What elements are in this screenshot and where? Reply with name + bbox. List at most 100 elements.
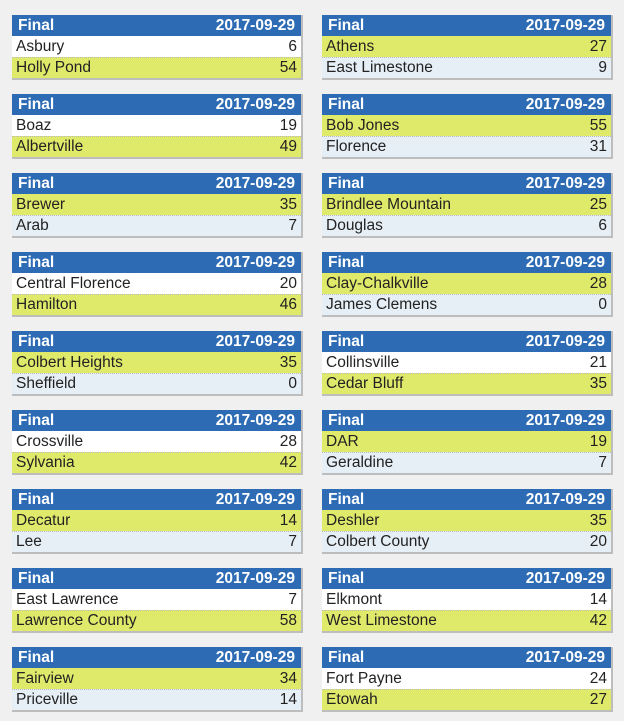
team-score: 19	[589, 432, 607, 450]
team-score: 28	[589, 274, 607, 292]
game-status: Final	[328, 332, 365, 350]
team-name: Sheffield	[16, 375, 77, 392]
game-status: Final	[328, 95, 365, 113]
game-status: Final	[18, 16, 55, 34]
team-score: 58	[279, 612, 297, 629]
team-score: 7	[288, 590, 297, 608]
game-date: 2017-09-29	[525, 648, 605, 666]
team-row: Fairview 34	[12, 668, 301, 689]
team-name: Lawrence County	[16, 612, 137, 629]
game-card[interactable]: Final 2017-09-29 Crossville 28 Sylvania 42	[12, 410, 303, 475]
game-card[interactable]: Final 2017-09-29 Fairview 34 Priceville 14	[12, 647, 303, 712]
game-card-header: Final 2017-09-29	[12, 173, 301, 194]
game-date: 2017-09-29	[525, 332, 605, 350]
team-row: Sheffield 0	[12, 373, 301, 394]
team-score: 27	[589, 691, 607, 708]
team-name: Fairview	[16, 669, 74, 687]
game-card[interactable]: Final 2017-09-29 Deshler 35 Colbert County 20	[322, 489, 613, 554]
team-row: Decatur 14	[12, 510, 301, 531]
game-card-header: Final 2017-09-29	[322, 331, 611, 352]
team-score: 35	[279, 195, 297, 213]
team-name: Decatur	[16, 511, 71, 529]
team-name: Etowah	[326, 691, 378, 708]
team-name: Cedar Bluff	[326, 375, 404, 392]
team-row: James Clemens 0	[322, 294, 611, 315]
team-score: 31	[589, 138, 607, 155]
game-status: Final	[18, 648, 55, 666]
team-row: Clay-Chalkville 28	[322, 273, 611, 294]
game-card-header: Final 2017-09-29	[12, 331, 301, 352]
game-date: 2017-09-29	[215, 411, 295, 429]
game-card[interactable]: Final 2017-09-29 Clay-Chalkville 28 James Cl…	[322, 252, 613, 317]
team-name: Lee	[16, 533, 42, 550]
team-name: Deshler	[326, 511, 380, 529]
team-score: 28	[279, 432, 297, 450]
team-row: Athens 27	[322, 36, 611, 57]
team-row: Fort Payne 24	[322, 668, 611, 689]
game-card[interactable]: Final 2017-09-29 Athens 27 East Limestone 9	[322, 15, 613, 80]
game-card[interactable]: Final 2017-09-29 Elkmont 14 West Limestone 42	[322, 568, 613, 633]
game-card[interactable]: Final 2017-09-29 Brewer 35 Arab 7	[12, 173, 303, 238]
team-name: Collinsville	[326, 353, 400, 371]
team-score: 7	[288, 533, 297, 550]
team-name: Hamilton	[16, 296, 78, 313]
team-name: Brindlee Mountain	[326, 195, 451, 213]
team-name: Priceville	[16, 691, 79, 708]
game-card-header: Final 2017-09-29	[322, 94, 611, 115]
game-card[interactable]: Final 2017-09-29 Decatur 14 Lee 7	[12, 489, 303, 554]
team-name: East Limestone	[326, 59, 433, 76]
game-date: 2017-09-29	[525, 490, 605, 508]
game-status: Final	[18, 569, 55, 587]
game-card-header: Final 2017-09-29	[12, 252, 301, 273]
game-card[interactable]: Final 2017-09-29 Brindlee Mountain 25 Dougla…	[322, 173, 613, 238]
team-score: 27	[589, 37, 607, 55]
team-row: Douglas 6	[322, 215, 611, 236]
team-row: Bob Jones 55	[322, 115, 611, 136]
game-card[interactable]: Final 2017-09-29 Colbert Heights 35 Sheffiel…	[12, 331, 303, 396]
team-score: 49	[279, 138, 297, 155]
team-row: DAR 19	[322, 431, 611, 452]
game-card[interactable]: Final 2017-09-29 Collinsville 21 Cedar Bluff…	[322, 331, 613, 396]
team-name: Athens	[326, 37, 375, 55]
team-row: Asbury 6	[12, 36, 301, 57]
game-card[interactable]: Final 2017-09-29 DAR 19 Geraldine 7	[322, 410, 613, 475]
game-date: 2017-09-29	[525, 174, 605, 192]
team-row: Collinsville 21	[322, 352, 611, 373]
team-row: Deshler 35	[322, 510, 611, 531]
team-name: DAR	[326, 432, 359, 450]
team-row: Elkmont 14	[322, 589, 611, 610]
team-name: Asbury	[16, 37, 65, 55]
game-date: 2017-09-29	[215, 16, 295, 34]
team-row: East Lawrence 7	[12, 589, 301, 610]
team-name: Boaz	[16, 116, 52, 134]
team-row: Boaz 19	[12, 115, 301, 136]
team-score: 14	[589, 590, 607, 608]
team-row: Brindlee Mountain 25	[322, 194, 611, 215]
game-status: Final	[18, 174, 55, 192]
team-score: 35	[589, 375, 607, 392]
team-score: 54	[279, 59, 297, 76]
team-row: Sylvania 42	[12, 452, 301, 473]
game-status: Final	[18, 411, 55, 429]
game-card-header: Final 2017-09-29	[322, 252, 611, 273]
team-score: 6	[598, 217, 607, 234]
game-card[interactable]: Final 2017-09-29 East Lawrence 7 Lawrence Co…	[12, 568, 303, 633]
team-row: Arab 7	[12, 215, 301, 236]
team-row: Colbert Heights 35	[12, 352, 301, 373]
game-card[interactable]: Final 2017-09-29 Asbury 6 Holly Pond 54	[12, 15, 303, 80]
game-date: 2017-09-29	[215, 490, 295, 508]
game-card[interactable]: Final 2017-09-29 Fort Payne 24 Etowah 27	[322, 647, 613, 712]
team-score: 0	[598, 296, 607, 313]
team-name: James Clemens	[326, 296, 438, 313]
game-status: Final	[328, 490, 365, 508]
game-card[interactable]: Final 2017-09-29 Bob Jones 55 Florence 31	[322, 94, 613, 159]
game-date: 2017-09-29	[215, 95, 295, 113]
team-row: Lawrence County 58	[12, 610, 301, 631]
team-score: 14	[279, 511, 297, 529]
game-card[interactable]: Final 2017-09-29 Central Florence 20 Hamilto…	[12, 252, 303, 317]
team-score: 34	[279, 669, 297, 687]
game-card-header: Final 2017-09-29	[12, 15, 301, 36]
game-card[interactable]: Final 2017-09-29 Boaz 19 Albertville 49	[12, 94, 303, 159]
team-name: Sylvania	[16, 454, 75, 471]
